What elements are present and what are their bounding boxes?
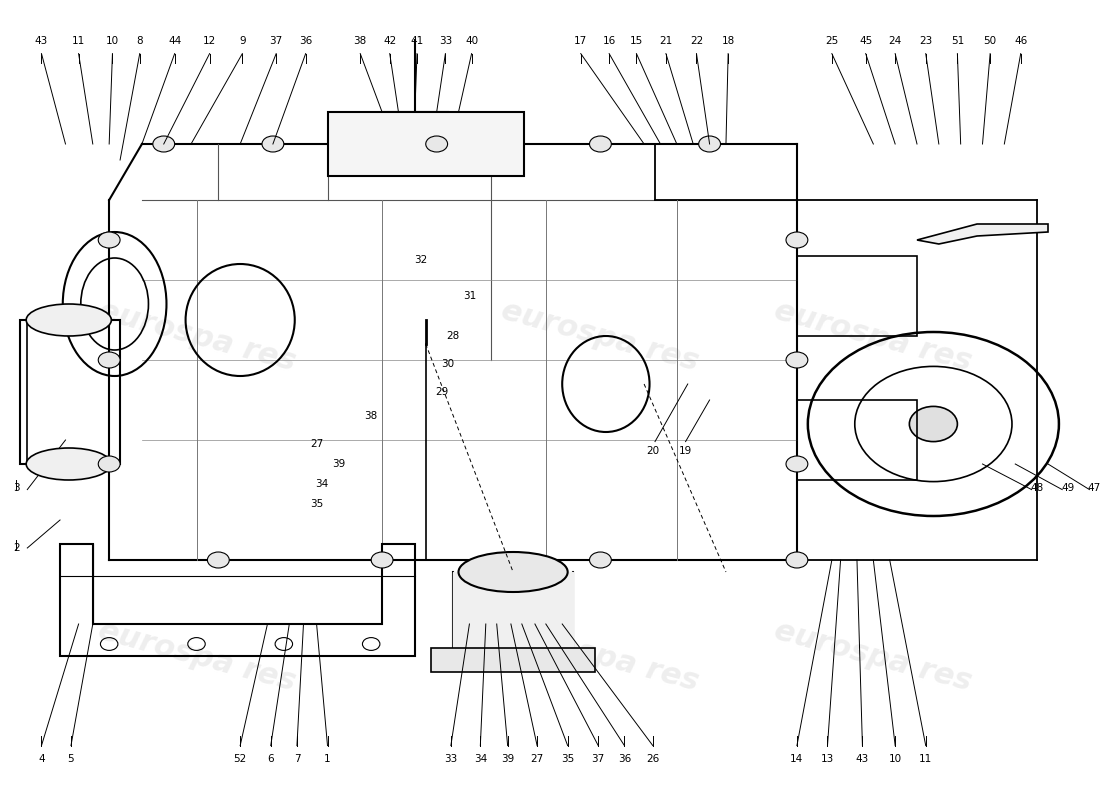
FancyBboxPatch shape (328, 112, 524, 176)
Text: 4: 4 (39, 754, 45, 763)
Text: 11: 11 (920, 754, 933, 763)
Text: 20: 20 (647, 446, 659, 456)
Text: eurospa res: eurospa res (95, 616, 298, 696)
Text: 27: 27 (310, 439, 323, 449)
Circle shape (98, 352, 120, 368)
Text: eurospa res: eurospa res (498, 296, 703, 376)
Text: 39: 39 (500, 754, 515, 763)
Text: 43: 43 (856, 754, 869, 763)
Text: 11: 11 (72, 35, 85, 46)
Circle shape (426, 136, 448, 152)
Text: 2: 2 (13, 543, 20, 553)
Circle shape (698, 136, 720, 152)
Text: 30: 30 (441, 359, 454, 369)
Text: 51: 51 (950, 35, 964, 46)
Text: 36: 36 (299, 35, 312, 46)
Text: 36: 36 (618, 754, 631, 763)
Text: eurospa res: eurospa res (771, 296, 976, 376)
Text: 38: 38 (353, 35, 367, 46)
Text: 9: 9 (239, 35, 245, 46)
Text: 41: 41 (410, 35, 424, 46)
Text: 28: 28 (447, 331, 460, 341)
Text: 12: 12 (204, 35, 217, 46)
Text: 19: 19 (679, 446, 692, 456)
Ellipse shape (26, 448, 111, 480)
Text: eurospa res: eurospa res (498, 616, 703, 696)
Circle shape (262, 136, 284, 152)
Text: 48: 48 (1031, 483, 1044, 493)
Text: 18: 18 (722, 35, 735, 46)
Text: 7: 7 (294, 754, 300, 763)
Circle shape (98, 232, 120, 248)
Circle shape (786, 456, 807, 472)
Text: 34: 34 (474, 754, 487, 763)
Text: 37: 37 (270, 35, 283, 46)
Circle shape (910, 406, 957, 442)
Text: 27: 27 (530, 754, 543, 763)
Text: 26: 26 (646, 754, 659, 763)
Text: 47: 47 (1087, 483, 1100, 493)
Text: 17: 17 (574, 35, 587, 46)
Ellipse shape (26, 304, 111, 336)
Text: 29: 29 (436, 387, 449, 397)
Text: 44: 44 (168, 35, 182, 46)
Polygon shape (917, 224, 1048, 244)
Text: 8: 8 (136, 35, 143, 46)
Text: 22: 22 (690, 35, 703, 46)
Text: 21: 21 (659, 35, 672, 46)
Text: 37: 37 (592, 754, 605, 763)
Circle shape (786, 232, 807, 248)
Polygon shape (453, 572, 573, 656)
Text: 38: 38 (364, 411, 377, 421)
FancyBboxPatch shape (431, 648, 595, 672)
Text: 40: 40 (465, 35, 478, 46)
Text: 10: 10 (106, 35, 119, 46)
Text: 3: 3 (13, 483, 20, 493)
Text: 10: 10 (889, 754, 902, 763)
Circle shape (153, 136, 175, 152)
Circle shape (371, 552, 393, 568)
Text: 15: 15 (630, 35, 644, 46)
Text: 33: 33 (439, 35, 452, 46)
Text: 6: 6 (267, 754, 274, 763)
Text: 39: 39 (332, 459, 345, 469)
Text: 35: 35 (310, 499, 323, 509)
Text: 5: 5 (67, 754, 75, 763)
Text: 32: 32 (414, 255, 427, 265)
Text: 23: 23 (920, 35, 933, 46)
Text: 49: 49 (1062, 483, 1075, 493)
Text: 45: 45 (859, 35, 872, 46)
Text: 34: 34 (316, 479, 329, 489)
Text: 43: 43 (35, 35, 48, 46)
Text: 50: 50 (983, 35, 997, 46)
Text: 31: 31 (463, 291, 476, 301)
Circle shape (208, 552, 229, 568)
Text: eurospa res: eurospa res (95, 296, 298, 376)
Text: 25: 25 (825, 35, 838, 46)
Text: 13: 13 (821, 754, 834, 763)
Text: 14: 14 (790, 754, 803, 763)
Text: 24: 24 (889, 35, 902, 46)
Circle shape (590, 136, 612, 152)
Text: 35: 35 (561, 754, 574, 763)
Ellipse shape (459, 552, 568, 592)
Circle shape (590, 552, 612, 568)
Text: 52: 52 (233, 754, 246, 763)
Text: 1: 1 (324, 754, 331, 763)
Circle shape (786, 352, 807, 368)
Text: 46: 46 (1014, 35, 1027, 46)
Text: eurospa res: eurospa res (771, 616, 976, 696)
Circle shape (98, 456, 120, 472)
Circle shape (786, 552, 807, 568)
Text: 16: 16 (603, 35, 616, 46)
Text: 33: 33 (444, 754, 458, 763)
Text: 42: 42 (383, 35, 396, 46)
